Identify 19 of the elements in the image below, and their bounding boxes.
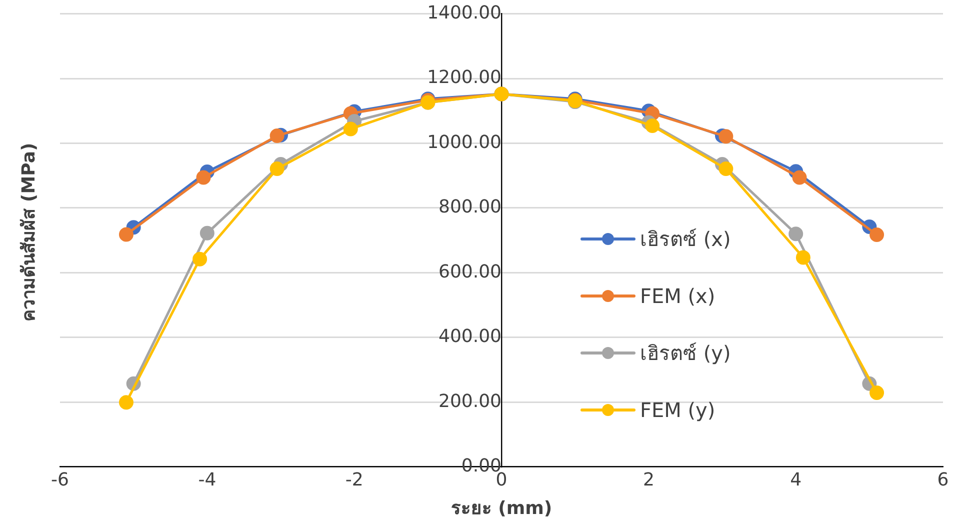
y-tick-label: 1000.00: [427, 132, 502, 153]
x-tick-label: -6: [51, 469, 69, 490]
y-tick-label: 600.00: [438, 261, 502, 282]
x-tick-label: -4: [198, 469, 216, 490]
y-tick-label: 1200.00: [427, 67, 502, 88]
x-tick-label: 6: [937, 469, 949, 490]
y-tick-label: 1400.00: [427, 2, 502, 24]
legend-label: FEM (x): [640, 284, 716, 308]
legend-label: เฮิรตซ์ (x): [640, 226, 731, 252]
x-axis-title: ระยะ (mm): [450, 498, 552, 519]
legend-label: เฮิรตซ์ (y): [640, 340, 731, 366]
y-tick-label: 400.00: [438, 326, 502, 348]
x-tick-label: -2: [345, 469, 364, 490]
y-axis-title: ความดันสัมผัส (MPa): [18, 142, 40, 322]
y-tick-label: 800.00: [438, 196, 502, 218]
legend-label: FEM (y): [640, 398, 716, 422]
x-tick-label: 4: [790, 469, 802, 490]
y-tick-label: 200.00: [438, 390, 502, 412]
x-tick-label: 2: [642, 469, 654, 490]
